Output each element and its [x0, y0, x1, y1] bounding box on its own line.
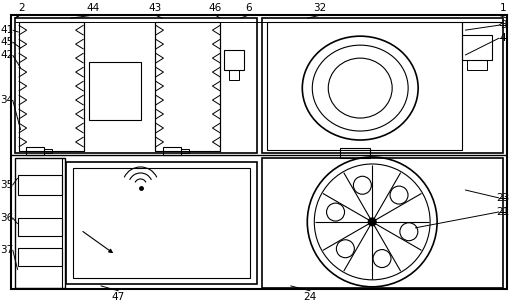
Bar: [267, 22, 462, 150]
Bar: [467, 60, 487, 70]
Text: 44: 44: [86, 3, 99, 13]
Bar: [224, 50, 245, 70]
Text: 37: 37: [0, 245, 13, 255]
Bar: [18, 248, 62, 266]
Bar: [88, 62, 141, 120]
Bar: [18, 175, 62, 195]
Bar: [262, 158, 503, 288]
Circle shape: [368, 218, 376, 226]
Bar: [19, 22, 84, 151]
Bar: [262, 18, 503, 153]
Bar: [26, 147, 43, 155]
Text: 24: 24: [303, 292, 317, 302]
Text: 35: 35: [0, 180, 13, 190]
Text: 47: 47: [112, 292, 125, 302]
Text: 3: 3: [500, 20, 506, 30]
Text: 42: 42: [0, 50, 13, 60]
Text: 46: 46: [209, 3, 222, 13]
Text: 6: 6: [245, 3, 252, 13]
Bar: [43, 149, 52, 153]
Bar: [181, 149, 189, 153]
Bar: [72, 168, 250, 278]
Text: 21: 21: [496, 207, 510, 217]
Bar: [14, 158, 65, 288]
Text: 36: 36: [0, 213, 13, 223]
Bar: [163, 147, 181, 155]
Bar: [230, 70, 239, 80]
Text: 45: 45: [0, 37, 13, 47]
Text: 43: 43: [149, 3, 162, 13]
Text: 41: 41: [0, 25, 13, 35]
Text: 4: 4: [500, 33, 506, 43]
Text: 34: 34: [0, 95, 13, 105]
Bar: [14, 18, 257, 153]
Text: 2: 2: [19, 3, 25, 13]
Text: 23: 23: [496, 193, 510, 203]
Bar: [66, 162, 257, 284]
Text: 1: 1: [500, 3, 506, 13]
Bar: [156, 22, 220, 151]
Text: 32: 32: [314, 3, 327, 13]
Bar: [340, 148, 370, 158]
Bar: [462, 35, 492, 60]
Bar: [18, 218, 62, 236]
